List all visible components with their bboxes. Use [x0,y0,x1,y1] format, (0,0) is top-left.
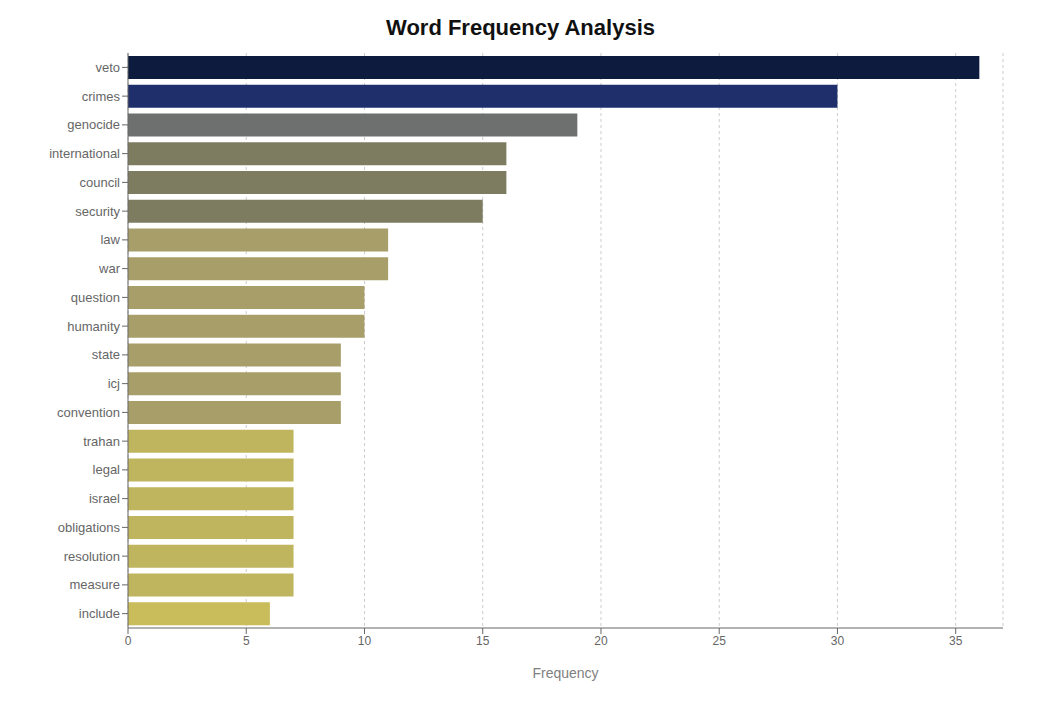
svg-text:israel: israel [89,491,120,506]
svg-text:resolution: resolution [64,549,120,564]
svg-text:genocide: genocide [67,117,120,132]
svg-text:20: 20 [594,634,608,648]
svg-text:15: 15 [476,634,490,648]
svg-text:Frequency: Frequency [532,665,598,681]
svg-text:law: law [100,232,120,247]
svg-text:30: 30 [831,634,845,648]
html-text:Word Frequency Analysis: Word Frequency Analysis [386,15,655,40]
svg-text:5: 5 [243,634,250,648]
svg-text:measure: measure [69,577,120,592]
svg-text:veto: veto [95,60,120,75]
svg-text:include: include [79,606,120,621]
svg-text:security: security [75,204,120,219]
svg-text:convention: convention [57,405,120,420]
svg-text:crimes: crimes [82,89,121,104]
svg-text:25: 25 [713,634,727,648]
svg-text:question: question [71,290,120,305]
svg-text:0: 0 [125,634,132,648]
svg-text:10: 10 [358,634,372,648]
svg-text:humanity: humanity [67,319,120,334]
svg-text:state: state [92,347,120,362]
svg-text:35: 35 [949,634,963,648]
svg-text:legal: legal [93,462,121,477]
svg-text:obligations: obligations [58,520,121,535]
svg-text:council: council [80,175,121,190]
svg-text:icj: icj [108,376,120,391]
svg-text:war: war [98,261,121,276]
svg-text:trahan: trahan [83,434,120,449]
svg-text:international: international [49,146,120,161]
